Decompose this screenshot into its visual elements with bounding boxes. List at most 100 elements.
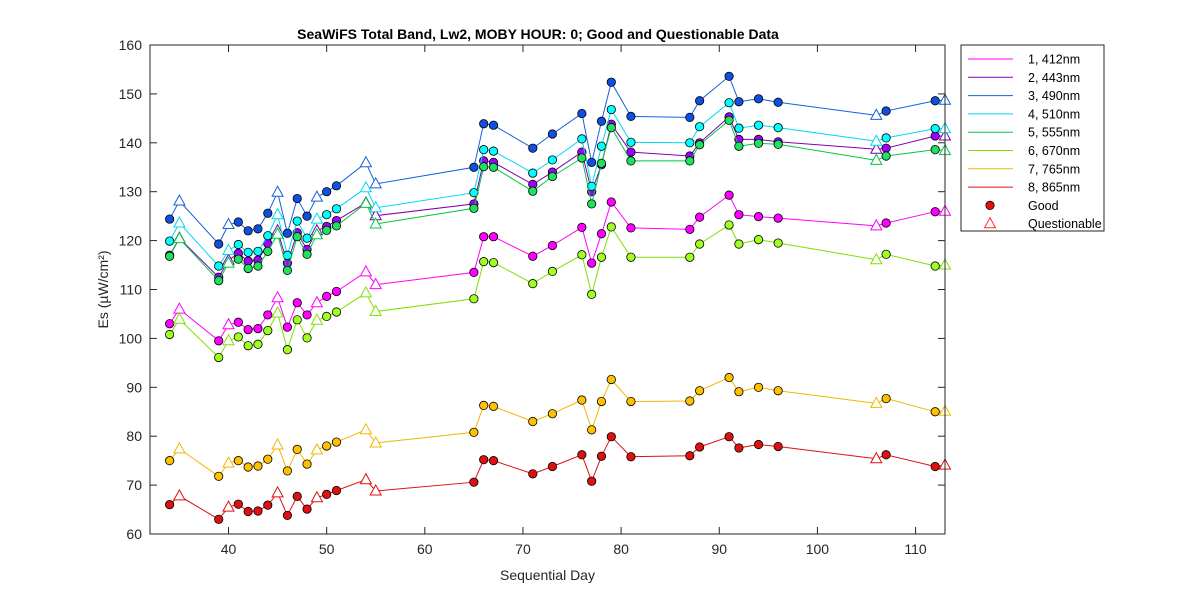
good-point — [881, 106, 891, 116]
good-point — [331, 181, 342, 191]
good-point — [596, 252, 607, 262]
series-7 — [165, 372, 952, 481]
good-point — [165, 329, 175, 340]
x-tick-label: 60 — [417, 541, 433, 557]
good-point — [488, 146, 499, 156]
good-point — [547, 129, 558, 139]
good-point — [165, 251, 175, 261]
good-point — [331, 307, 342, 317]
good-point — [292, 444, 302, 455]
good-point — [596, 116, 607, 126]
good-point — [626, 147, 636, 157]
good-point — [734, 141, 744, 151]
good-point — [734, 123, 744, 133]
good-point — [214, 471, 224, 481]
x-tick-label: 90 — [711, 541, 727, 557]
series-4 — [165, 98, 952, 271]
questionable-point — [271, 485, 284, 498]
good-point — [479, 232, 489, 242]
good-point — [488, 162, 499, 172]
plot-area — [165, 71, 952, 524]
good-point — [606, 197, 616, 207]
good-point — [243, 263, 253, 274]
good-point — [479, 455, 489, 465]
good-point — [773, 123, 783, 133]
good-point — [528, 279, 538, 289]
y-tick-label: 150 — [119, 86, 143, 102]
good-point — [547, 155, 558, 165]
good-point — [469, 203, 479, 213]
good-point — [695, 386, 705, 396]
questionable-point — [359, 285, 373, 298]
x-tick-label: 70 — [515, 541, 531, 557]
good-point — [233, 332, 243, 342]
questionable-point — [173, 215, 186, 228]
good-point — [233, 456, 243, 466]
good-point — [165, 456, 175, 466]
good-point — [479, 257, 489, 267]
good-point — [695, 442, 705, 452]
questionable-point — [869, 451, 883, 464]
good-point — [282, 265, 293, 276]
series-8 — [165, 432, 952, 524]
good-point — [253, 246, 263, 256]
good-point — [165, 319, 175, 329]
good-point — [488, 120, 499, 130]
good-point — [930, 96, 940, 106]
good-point — [606, 123, 616, 133]
good-point — [243, 506, 253, 517]
good-point — [488, 232, 499, 242]
series-3 — [165, 71, 952, 249]
good-point — [547, 171, 558, 182]
legend-label: 1, 412nm — [1028, 53, 1080, 67]
good-point — [606, 374, 616, 385]
good-point — [263, 208, 273, 218]
legend-label: Good — [1028, 199, 1059, 213]
good-point — [528, 416, 538, 427]
good-point — [331, 221, 342, 231]
good-point — [302, 310, 312, 320]
questionable-point — [222, 317, 235, 330]
good-point — [695, 212, 705, 222]
good-point — [734, 387, 744, 397]
questionable-point — [310, 313, 324, 325]
good-point — [930, 407, 940, 417]
good-point — [930, 261, 940, 271]
good-point — [881, 151, 891, 161]
questionable-point — [369, 216, 383, 229]
y-tick-label: 140 — [119, 135, 143, 151]
good-point — [626, 111, 636, 121]
good-point — [479, 400, 489, 410]
good-point — [685, 451, 695, 461]
good-point — [214, 514, 224, 524]
questionable-point — [271, 305, 284, 318]
good-point — [322, 187, 332, 197]
questionable-point — [369, 304, 383, 316]
questionable-point — [271, 227, 284, 239]
x-axis-title: Sequential Day — [500, 567, 595, 583]
good-point — [528, 251, 538, 261]
good-point — [773, 386, 783, 396]
x-tick-label: 50 — [319, 541, 335, 557]
y-tick-label: 70 — [126, 477, 142, 493]
good-point — [292, 232, 302, 242]
good-point — [292, 216, 302, 226]
good-point — [214, 336, 224, 346]
good-point — [881, 249, 891, 259]
good-point — [282, 345, 293, 355]
good-point — [724, 115, 734, 125]
good-point — [881, 143, 891, 153]
legend-questionable-marker — [983, 216, 997, 229]
good-point — [724, 372, 734, 383]
good-point — [881, 393, 891, 404]
good-point — [253, 461, 263, 471]
questionable-point — [173, 231, 186, 244]
good-point — [626, 223, 636, 233]
good-point — [587, 425, 597, 435]
y-tick-label: 160 — [119, 37, 143, 53]
good-point — [685, 156, 695, 166]
questionable-point — [222, 333, 235, 346]
good-point — [685, 112, 695, 122]
good-point — [753, 235, 764, 245]
questionable-point — [222, 217, 235, 229]
